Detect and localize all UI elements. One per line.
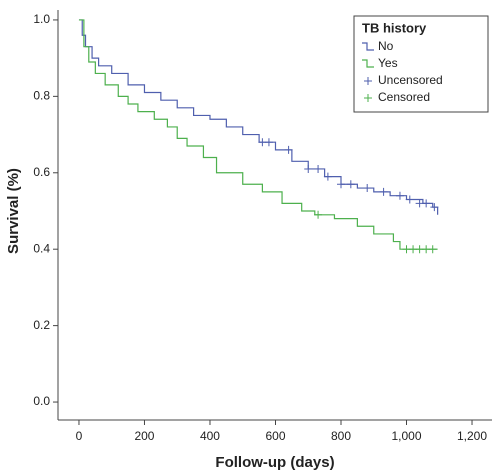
x-tick-label: 0 xyxy=(76,429,83,443)
legend-label: Censored xyxy=(378,90,430,104)
censor-mark xyxy=(284,145,293,154)
y-tick-label: 0.2 xyxy=(33,318,50,332)
legend-swatch xyxy=(362,42,374,51)
x-tick-label: 1,200 xyxy=(457,429,487,443)
censor-mark xyxy=(428,245,437,254)
legend-swatch xyxy=(364,77,372,85)
censor-mark xyxy=(314,210,323,219)
censor-mark xyxy=(422,199,431,208)
censor-mark xyxy=(323,172,332,181)
legend-swatch xyxy=(362,59,374,68)
x-tick-label: 800 xyxy=(331,429,351,443)
x-tick-label: 600 xyxy=(265,429,285,443)
y-tick-label: 0.4 xyxy=(33,241,50,255)
legend-title: TB history xyxy=(362,20,427,35)
legend-label: Uncensored xyxy=(378,73,443,87)
y-tick-label: 0.8 xyxy=(33,89,50,103)
legend-label: No xyxy=(378,39,394,53)
y-axis-title: Survival (%) xyxy=(5,168,22,254)
y-tick-label: 1.0 xyxy=(33,12,50,26)
censor-mark xyxy=(395,191,404,200)
censor-mark xyxy=(337,180,346,189)
legend-label: Yes xyxy=(378,56,398,70)
x-axis-title: Follow-up (days) xyxy=(215,454,334,471)
survival-curve xyxy=(78,19,439,215)
x-tick-label: 1,000 xyxy=(391,429,421,443)
censor-mark xyxy=(379,187,388,196)
censor-mark xyxy=(405,195,414,204)
x-tick-label: 200 xyxy=(134,429,154,443)
censor-mark xyxy=(363,184,372,193)
legend-swatch xyxy=(364,94,372,102)
survival-curve xyxy=(78,19,438,250)
y-tick-label: 0.6 xyxy=(33,165,50,179)
censor-mark xyxy=(430,203,439,212)
censor-mark xyxy=(314,164,323,173)
y-tick-label: 0.0 xyxy=(33,394,50,408)
x-tick-label: 400 xyxy=(200,429,220,443)
censor-mark xyxy=(346,180,355,189)
censor-mark xyxy=(264,138,273,147)
censor-mark xyxy=(304,164,313,173)
legend-box xyxy=(353,15,489,113)
